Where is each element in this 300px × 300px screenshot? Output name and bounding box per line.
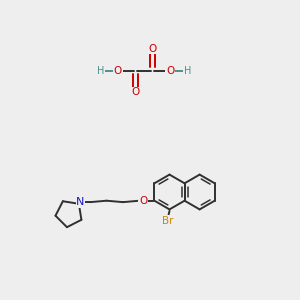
- Text: H: H: [184, 65, 191, 76]
- Text: O: O: [148, 44, 157, 54]
- Text: Br: Br: [162, 216, 174, 226]
- Text: O: O: [114, 65, 122, 76]
- Text: O: O: [166, 65, 174, 76]
- Text: N: N: [76, 197, 85, 207]
- Text: O: O: [131, 87, 140, 97]
- Text: H: H: [97, 65, 104, 76]
- Text: O: O: [139, 196, 147, 206]
